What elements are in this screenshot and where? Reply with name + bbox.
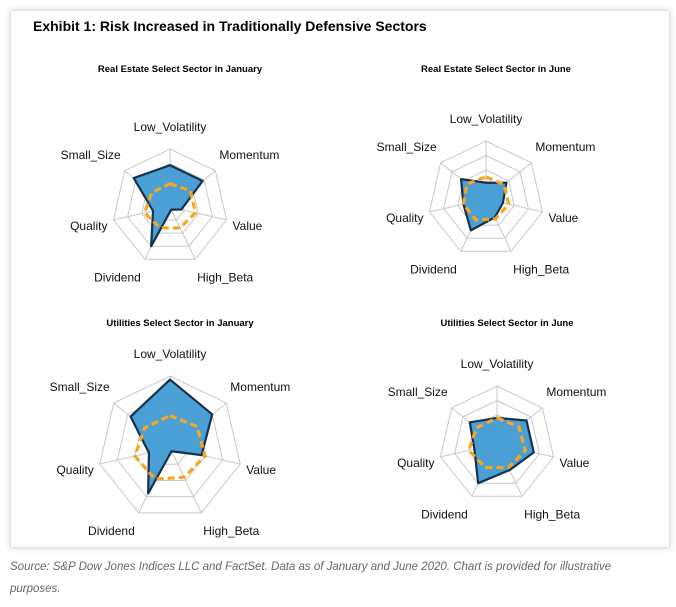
axis-label: Small_Size bbox=[50, 380, 110, 394]
axis-label: High_Beta bbox=[513, 262, 569, 276]
axis-label: Value bbox=[549, 211, 579, 225]
grid-spoke bbox=[169, 206, 196, 260]
grid-spoke bbox=[169, 447, 202, 514]
benchmark-series bbox=[461, 175, 511, 222]
axis-label: Momentum bbox=[230, 380, 290, 394]
axis-label: Small_Size bbox=[388, 385, 448, 399]
grid-ring bbox=[99, 375, 241, 514]
source-note: Source: S&P Dow Jones Indices LLC and Fa… bbox=[10, 561, 612, 595]
axis-label: Dividend bbox=[88, 524, 135, 538]
grid-ring bbox=[116, 393, 224, 498]
radar-chart-1: Real Estate Select Sector in January Low_… bbox=[61, 64, 280, 284]
exhibit-title: Exhibit 1: Risk Increased in Traditional… bbox=[33, 18, 427, 34]
sector-series bbox=[459, 178, 508, 232]
axis-label: High_Beta bbox=[203, 524, 259, 538]
axis-label: Dividend bbox=[421, 507, 468, 521]
grid-ring bbox=[112, 148, 228, 260]
axis-label: Low_Volatility bbox=[134, 120, 207, 134]
chart-title: Utilities Select Sector in January bbox=[106, 318, 254, 329]
chart-title: Real Estate Select Sector in January bbox=[98, 64, 263, 75]
axis-label: Low_Volatility bbox=[450, 112, 523, 126]
axis-label: Momentum bbox=[219, 148, 279, 162]
grid-ring bbox=[443, 154, 529, 239]
chart-title: Utilities Select Sector in June bbox=[440, 318, 573, 329]
grid-ring bbox=[439, 385, 555, 497]
axis-label: Value bbox=[560, 456, 590, 470]
axis-label: Dividend bbox=[410, 262, 457, 276]
axis-label: Small_Size bbox=[61, 148, 121, 162]
axis-label: High_Beta bbox=[524, 507, 580, 521]
sector-series bbox=[132, 164, 204, 248]
grid-ring bbox=[428, 140, 544, 252]
axis-label: Quality bbox=[56, 463, 93, 477]
grid-ring bbox=[127, 162, 213, 247]
benchmark-series bbox=[466, 416, 528, 470]
axis-label: Momentum bbox=[546, 385, 606, 399]
axis-label: Quality bbox=[397, 456, 434, 470]
axis-label: Value bbox=[233, 219, 263, 233]
axis-label: Low_Volatility bbox=[461, 357, 534, 371]
axis-label: Small_Size bbox=[377, 140, 437, 154]
grid-ring bbox=[454, 399, 540, 484]
exhibit-card: Exhibit 1: Risk Increased in Traditional… bbox=[10, 10, 670, 548]
axis-label: Value bbox=[246, 463, 276, 477]
chart-title: Real Estate Select Sector in June bbox=[421, 64, 571, 75]
axis-label: High_Beta bbox=[197, 270, 253, 284]
axis-label: Quality bbox=[70, 219, 107, 233]
benchmark-series bbox=[142, 182, 198, 230]
radar-chart-3: Utilities Select Sector in January Low_Vo… bbox=[50, 318, 291, 538]
axis-label: Momentum bbox=[535, 140, 595, 154]
radar-chart-2: Real Estate Select Sector in June Low_Vol… bbox=[377, 64, 596, 276]
axis-label: Low_Volatility bbox=[134, 347, 207, 361]
benchmark-series bbox=[133, 413, 207, 481]
axis-label: Dividend bbox=[94, 270, 141, 284]
radar-chart-4: Utilities Select Sector in June Low_Volat… bbox=[388, 318, 607, 521]
radar-charts: Real Estate Select Sector in January Low_… bbox=[50, 64, 607, 538]
sector-series bbox=[129, 378, 214, 495]
axis-label: Quality bbox=[386, 211, 423, 225]
